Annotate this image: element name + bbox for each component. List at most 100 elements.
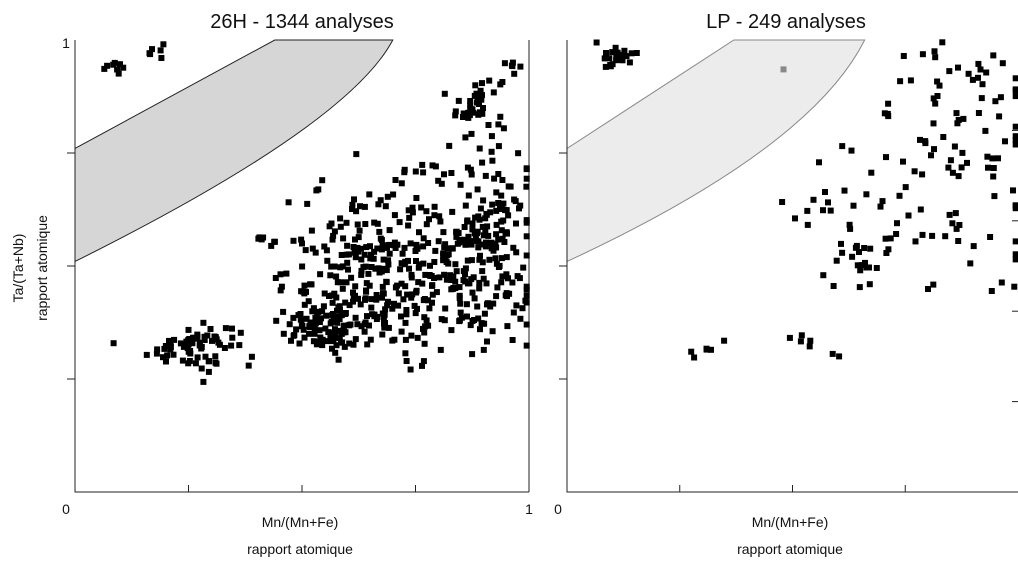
data-point — [498, 218, 505, 225]
data-point — [499, 79, 506, 85]
data-point — [484, 338, 490, 345]
data-point — [602, 63, 609, 70]
data-point — [366, 282, 373, 289]
data-point — [170, 351, 177, 358]
data-point — [896, 192, 903, 199]
data-point — [691, 354, 698, 361]
data-point — [721, 337, 728, 344]
data-point — [398, 328, 405, 335]
data-point — [355, 234, 362, 241]
data-point — [917, 206, 924, 213]
plot-area — [67, 39, 530, 493]
axes — [566, 40, 1018, 493]
data-point — [452, 112, 459, 119]
data-point — [857, 267, 864, 274]
data-point — [867, 245, 874, 252]
data-point — [402, 319, 409, 326]
data-point — [998, 279, 1005, 286]
data-point — [613, 57, 620, 64]
data-point — [829, 350, 836, 357]
data-point — [413, 195, 420, 201]
data-point — [955, 173, 962, 180]
data-point — [298, 288, 305, 295]
data-point — [343, 279, 350, 286]
data-point — [929, 232, 936, 239]
data-point — [484, 301, 490, 308]
data-point — [820, 207, 826, 214]
data-point — [975, 60, 982, 67]
data-point — [422, 271, 429, 278]
data-point — [467, 98, 474, 104]
data-point — [866, 281, 873, 288]
data-point — [992, 98, 999, 105]
data-point — [335, 304, 342, 311]
data-point — [479, 268, 486, 275]
data-point — [301, 334, 308, 341]
x-axis-label: Mn/(Mn+Fe) — [262, 514, 339, 530]
data-point — [379, 283, 386, 290]
data-point — [873, 265, 880, 271]
data-point — [523, 292, 530, 299]
data-point — [510, 244, 517, 251]
data-point — [344, 259, 351, 266]
data-point — [856, 284, 863, 291]
data-point — [228, 342, 235, 349]
data-point — [204, 332, 211, 339]
data-point — [978, 95, 985, 102]
data-point — [352, 283, 359, 290]
data-point — [221, 345, 228, 351]
data-point — [421, 329, 428, 336]
data-point — [511, 70, 518, 77]
data-point — [1010, 187, 1016, 194]
data-point — [523, 183, 530, 190]
data-point — [897, 78, 904, 85]
data-point — [997, 94, 1004, 101]
data-point — [846, 221, 853, 228]
data-point — [383, 278, 390, 285]
y-axis-label-unit: rapport atomique — [34, 215, 50, 321]
data-point — [841, 187, 848, 194]
data-point — [486, 256, 493, 263]
data-point — [879, 198, 886, 205]
data-point — [460, 277, 467, 284]
data-point — [474, 93, 481, 100]
data-point — [509, 63, 516, 70]
data-point — [798, 332, 805, 339]
data-point — [328, 220, 335, 227]
data-point — [984, 153, 991, 160]
data-point — [364, 341, 371, 348]
data-point — [930, 95, 937, 102]
data-point — [280, 330, 287, 337]
data-point — [820, 272, 827, 279]
data-point — [467, 238, 474, 245]
data-point — [340, 324, 347, 331]
data-point — [470, 109, 477, 116]
data-point — [333, 294, 340, 301]
data-point — [312, 320, 319, 327]
data-point — [400, 296, 407, 303]
data-point — [614, 49, 621, 56]
data-point — [110, 61, 117, 68]
data-point — [467, 322, 474, 329]
data-point — [403, 358, 410, 364]
data-point — [368, 304, 375, 311]
data-point — [457, 300, 464, 307]
data-point — [517, 63, 524, 70]
data-point — [356, 227, 363, 234]
data-point — [207, 326, 214, 332]
data-point — [301, 282, 308, 289]
data-point — [310, 338, 317, 345]
data-point — [460, 110, 467, 117]
data-point — [299, 240, 305, 247]
data-point — [334, 307, 340, 314]
data-point — [967, 260, 974, 267]
data-point — [310, 305, 317, 312]
data-point — [403, 307, 410, 313]
data-point — [288, 337, 294, 344]
data-point — [1012, 93, 1018, 100]
data-point — [409, 291, 416, 298]
data-point — [394, 282, 401, 289]
data-point — [213, 360, 220, 367]
data-point — [466, 280, 473, 287]
data-point — [309, 308, 316, 315]
